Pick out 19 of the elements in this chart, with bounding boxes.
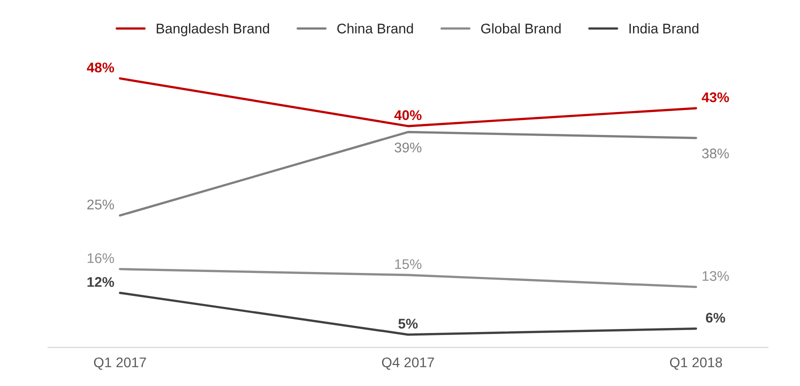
- data-label: 39%: [394, 142, 422, 152]
- data-label: 16%: [88, 253, 114, 264]
- data-label: 25%: [87, 200, 114, 210]
- data-label: 13%: [702, 271, 729, 281]
- x-tick-label: Q4 2017: [382, 357, 434, 370]
- data-label: 6%: [706, 312, 726, 323]
- data-label: 12%: [88, 277, 114, 287]
- legend-label: Global Brand: [481, 23, 561, 34]
- legend-label: India Brand: [629, 23, 698, 34]
- x-tick-label: Q1 2018: [670, 357, 722, 370]
- data-label: 40%: [394, 110, 422, 120]
- x-tick-label: Q1 2017: [94, 357, 146, 370]
- data-label: 38%: [702, 148, 729, 158]
- data-label: 43%: [702, 92, 729, 102]
- data-label: 48%: [86, 62, 114, 72]
- data-label: 5%: [398, 318, 418, 329]
- legend-label: China Brand: [337, 23, 413, 34]
- legend-label: Bangladesh Brand: [156, 23, 270, 36]
- data-label: 15%: [395, 259, 422, 270]
